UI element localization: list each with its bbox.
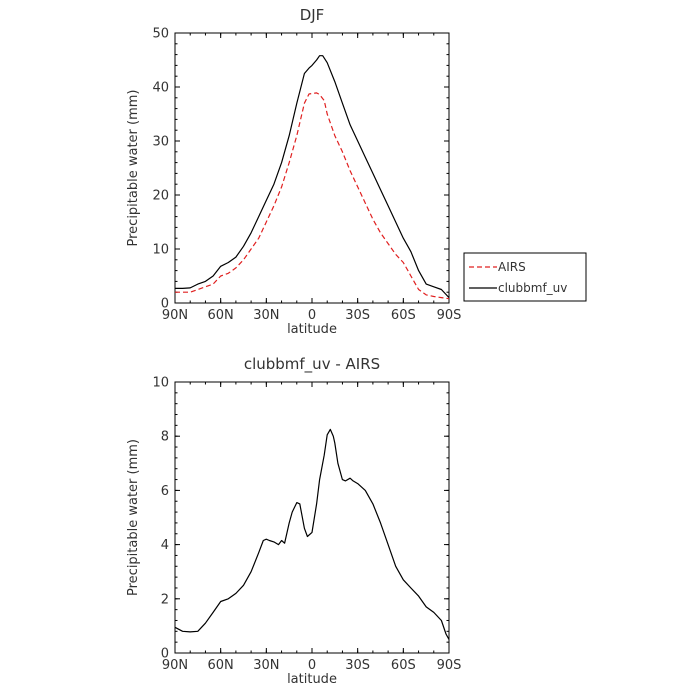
chart-title: clubbmf_uv - AIRS <box>244 355 380 374</box>
x-tick-label: 90N <box>162 308 188 323</box>
x-tick-label: 30S <box>345 658 370 673</box>
x-tick-label: 0 <box>308 308 316 323</box>
chart-panel-2: clubbmf_uv - AIRS 0 2 4 6 8 10 90N 60N 30N 0 30S 60S… <box>126 355 461 687</box>
y-axis-label: Precipitable water (mm) <box>126 439 141 596</box>
y-tick-label: 4 <box>161 538 169 553</box>
x-tick-label: 90N <box>162 658 188 673</box>
x-tick-label: 60S <box>391 658 416 673</box>
x-tick-label: 30N <box>253 658 279 673</box>
x-axis-label: latitude <box>287 672 337 687</box>
legend-entry: clubbmf_uv <box>498 281 567 295</box>
x-tick-label: 60S <box>391 308 416 323</box>
y-tick-label: 8 <box>161 430 169 445</box>
y-tick-label: 40 <box>152 81 169 96</box>
chart-panel-1: DJF 0 10 20 30 40 50 90N 60N 30N 0 30S 60S 90S latitud… <box>126 6 587 337</box>
y-axis-label: Precipitable water (mm) <box>126 90 141 247</box>
y-tick-label: 10 <box>152 243 169 258</box>
x-tick-label: 60N <box>208 308 234 323</box>
x-tick-label: 60N <box>208 658 234 673</box>
y-tick-label: 6 <box>161 484 169 499</box>
y-tick-label: 30 <box>152 135 169 150</box>
series-line-airs <box>175 92 450 300</box>
x-tick-label: 30N <box>253 308 279 323</box>
legend-box <box>463 252 587 302</box>
series-line-difference <box>174 428 450 640</box>
x-tick-label: 90S <box>437 658 462 673</box>
plot-frame <box>174 32 450 304</box>
x-tick-label: 90S <box>437 308 462 323</box>
y-tick-label: 10 <box>152 376 169 391</box>
y-tick-label: 50 <box>152 27 169 42</box>
legend: AIRS clubbmf_uv <box>463 252 587 302</box>
chart-title: DJF <box>300 6 325 24</box>
plot-frame <box>174 381 450 654</box>
y-tick-label: 20 <box>152 189 169 204</box>
y-tick-label: 0 <box>161 297 169 312</box>
y-tick-label: 2 <box>161 592 169 607</box>
x-axis-label: latitude <box>287 322 337 337</box>
legend-entry: AIRS <box>498 260 526 274</box>
x-tick-label: 0 <box>308 658 316 673</box>
x-tick-label: 30S <box>345 308 370 323</box>
y-tick-label: 0 <box>161 647 169 662</box>
series-line-clubbmf_uv <box>175 55 450 299</box>
